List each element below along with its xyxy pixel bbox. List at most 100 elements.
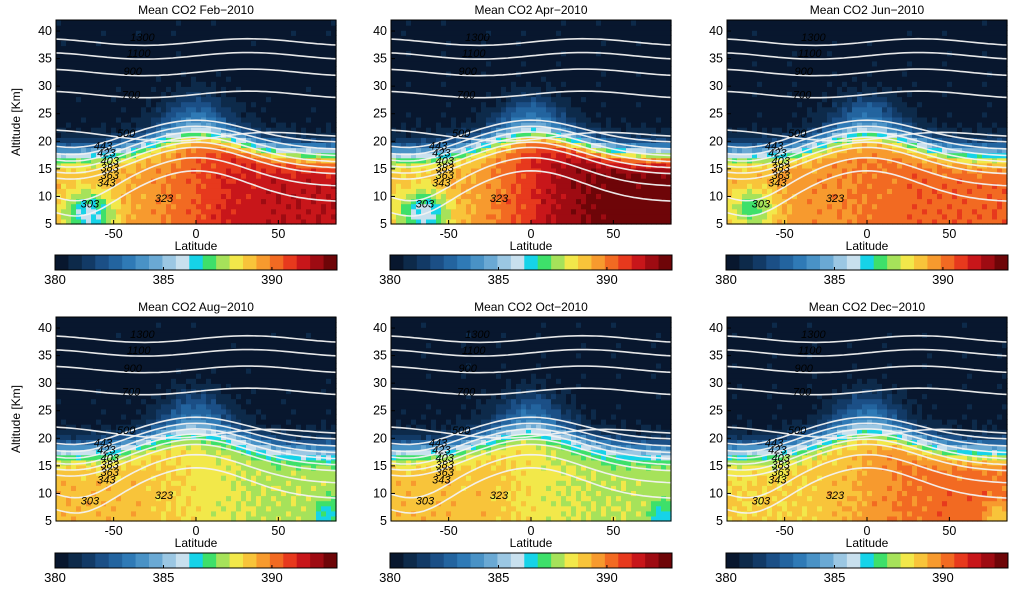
heatmap-cell [596, 65, 602, 72]
heatmap-cell [276, 183, 282, 189]
heatmap-cell [501, 152, 507, 159]
heatmap-cell [191, 152, 197, 159]
heatmap-cell [661, 183, 667, 189]
heatmap-cell [581, 65, 587, 72]
heatmap-cell [456, 25, 462, 31]
heatmap-cell [561, 71, 567, 77]
heatmap-cell [571, 65, 577, 72]
heatmap-cell [611, 188, 617, 194]
heatmap-cell [501, 65, 507, 72]
heatmap-cell [146, 60, 152, 67]
heatmap-cell [66, 162, 72, 169]
heatmap-cell [606, 25, 612, 31]
heatmap-cell [661, 188, 667, 194]
heatmap-cell [296, 183, 302, 189]
heatmap-cell [411, 208, 417, 215]
heatmap-cell [426, 50, 432, 57]
colorbar-swatch [390, 255, 404, 270]
heatmap-cell [266, 60, 272, 67]
heatmap-cell [86, 157, 92, 164]
heatmap-cell [151, 127, 157, 133]
heatmap-cell [166, 218, 172, 225]
heatmap-cell [106, 71, 112, 77]
heatmap-cell [301, 40, 307, 47]
heatmap-cell [631, 45, 637, 52]
heatmap-cell [596, 157, 602, 164]
heatmap-cell [486, 76, 492, 82]
heatmap-cell [611, 142, 617, 149]
heatmap-cell [496, 127, 502, 133]
heatmap-cell [186, 106, 192, 113]
heatmap-cell [591, 173, 597, 179]
heatmap-cell [306, 50, 312, 57]
heatmap-cell [431, 106, 437, 113]
heatmap-cell [326, 101, 332, 108]
heatmap-cell [401, 122, 407, 128]
heatmap-cell [566, 55, 572, 62]
heatmap-cell [401, 157, 407, 164]
heatmap-cell [241, 127, 247, 133]
heatmap-cell [116, 45, 122, 52]
heatmap-cell [416, 183, 422, 189]
heatmap-cell [191, 96, 197, 103]
heatmap-cell [661, 91, 667, 98]
heatmap-cell [296, 35, 302, 41]
heatmap-cell [621, 188, 627, 194]
heatmap-cell [551, 167, 557, 174]
heatmap-cell [171, 178, 177, 184]
heatmap-cell [106, 20, 112, 26]
heatmap-cell [466, 55, 472, 62]
heatmap-cell [461, 198, 467, 205]
heatmap-cell [81, 71, 87, 77]
heatmap-cell [236, 35, 242, 41]
heatmap-cell [331, 106, 337, 113]
heatmap-cell [411, 101, 417, 108]
heatmap-cell [76, 188, 82, 194]
heatmap-cell [511, 91, 517, 98]
heatmap-cell [536, 142, 542, 149]
heatmap-cell [446, 203, 452, 210]
heatmap-cell [762, 162, 768, 169]
heatmap-cell [551, 40, 557, 47]
heatmap-cell [421, 40, 427, 47]
heatmap-cell [266, 203, 272, 210]
heatmap-cell [466, 198, 472, 205]
heatmap-cell [271, 86, 277, 92]
heatmap-cell [326, 91, 332, 98]
heatmap-cell [576, 173, 582, 179]
heatmap-cell [191, 111, 197, 118]
heatmap-cell [421, 65, 427, 72]
heatmap-cell [211, 137, 217, 143]
heatmap-cell [151, 142, 157, 149]
contour-label: 343 [97, 178, 116, 190]
heatmap-cell [131, 213, 137, 220]
heatmap-cell [546, 183, 552, 189]
heatmap-cell [161, 40, 167, 47]
heatmap-cell [436, 173, 442, 179]
heatmap-cell [186, 208, 192, 215]
heatmap-cell [56, 106, 62, 113]
heatmap-cell [561, 183, 567, 189]
heatmap-cell [476, 147, 482, 154]
heatmap-cell [396, 76, 402, 82]
heatmap-cell [571, 111, 577, 118]
heatmap-cell [86, 111, 92, 118]
x-tick-label: 0 [193, 227, 200, 241]
heatmap-cell [96, 96, 102, 103]
heatmap-cell [661, 208, 667, 215]
heatmap-cell [66, 96, 72, 103]
heatmap-cell [757, 193, 763, 200]
heatmap-cell [231, 20, 237, 26]
heatmap-cell [581, 30, 587, 36]
heatmap-cell [606, 81, 612, 87]
heatmap-cell [631, 213, 637, 220]
heatmap-cell [201, 96, 207, 103]
heatmap-cell [566, 213, 572, 220]
heatmap-cell [66, 55, 72, 62]
heatmap-cell [486, 55, 492, 62]
contour-line [390, 141, 672, 174]
heatmap-cell [406, 137, 412, 143]
heatmap-cell [591, 35, 597, 41]
heatmap-cell [436, 142, 442, 149]
heatmap-cell [631, 25, 637, 31]
